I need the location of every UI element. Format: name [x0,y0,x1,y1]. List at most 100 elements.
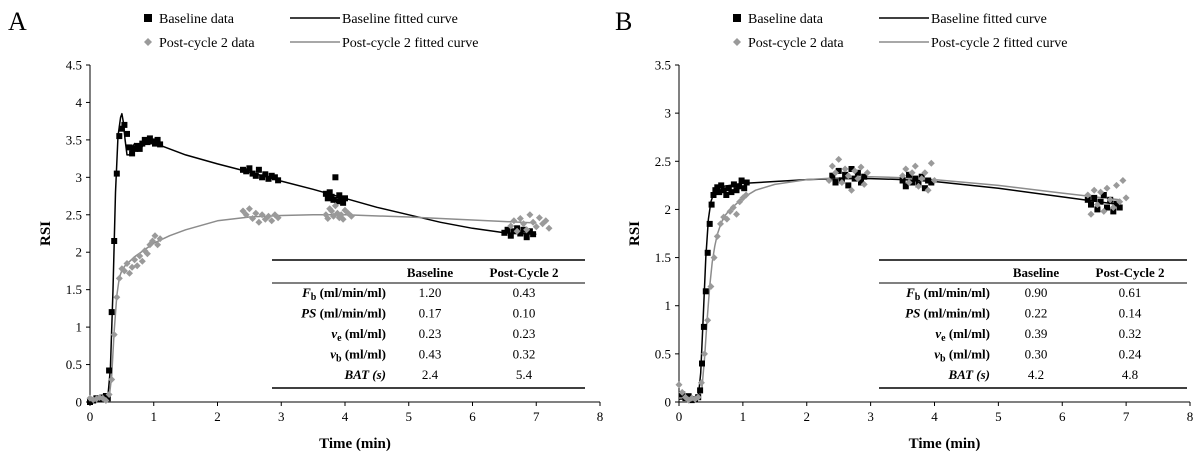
post-cycle-2-data-point [131,256,139,264]
table-param-label: vb (ml/ml) [330,347,386,365]
baseline-data-point [118,125,125,132]
x-tick-label: 0 [87,409,94,424]
baseline-data-point [268,172,275,179]
post-cycle-2-data-point [265,212,272,220]
baseline-data-point [342,195,348,202]
post-cycle-2-data-point [723,215,731,223]
post-cycle-2-data-point [507,222,515,230]
post-cycle-2-data-point [694,393,702,401]
x-axis-title: Time (min) [319,436,391,452]
post-cycle-2-data-point [520,220,527,228]
y-tick-label: 4.5 [66,58,82,73]
post-cycle-2-data-point [924,186,932,194]
baseline-data-point [106,367,113,374]
table-value-post-cycle-2: 0.43 [513,285,536,300]
legend-post-data: Post-cycle 2 data [159,36,255,51]
y-axis-title: RSI [627,221,643,246]
post-cycle-2-data-points [675,155,1130,404]
x-tick-label: 4 [342,409,349,424]
table-value-post-cycle-2: 0.61 [1119,285,1142,300]
y-tick-label: 0 [76,395,83,410]
y-tick-label: 0.5 [66,357,82,372]
post-cycle-2-data-point [1087,210,1095,218]
post-cycle-2-data-point [1103,184,1111,192]
legend-post-marker [733,38,741,46]
post-cycle-2-data-point [921,169,929,177]
post-cycle-2-data-point [249,215,257,222]
table-header-baseline: Baseline [407,265,453,280]
chart-panel-B: B Baseline data Post-cycle 2 data Baseline … [615,7,1193,452]
baseline-data-point [262,171,269,178]
y-tick-label: 3 [76,170,83,185]
baseline-data-point [126,144,133,151]
table-param-label: ve (ml/ml) [935,326,990,344]
legend-post-fit: Post-cycle 2 fitted curve [342,36,478,51]
post-cycle-2-data-point [149,237,156,245]
baseline-data-point [925,177,932,184]
post-cycle-2-data-point [120,267,128,275]
y-tick-label: 3.5 [66,132,82,147]
baseline-data-point [246,165,253,172]
post-cycle-2-data-point [542,217,550,225]
baseline-data-point [271,174,278,181]
baseline-data-point [708,201,715,208]
x-tick-label: 3 [867,409,874,424]
baseline-data-point [111,238,118,244]
baseline-data-point [704,249,711,256]
table-value-baseline: 0.22 [1025,306,1048,321]
baseline-data-point [136,145,143,152]
post-cycle-2-data-point [526,211,534,219]
baseline-data-point [848,166,855,172]
x-tick-label: 1 [151,409,158,424]
post-cycle-2-data-point [258,211,266,219]
baseline-data-point [1116,204,1123,211]
post-cycle-2-data-point [844,172,852,180]
baseline-data-point [87,399,93,405]
post-cycle-2-data-point [516,215,524,222]
legend-baseline-data: Baseline data [159,12,235,27]
baseline-data-point [854,169,861,176]
table-value-post-cycle-2: 0.24 [1119,347,1142,362]
table-param-label: BAT (s) [947,367,990,382]
baseline-data-point [121,121,128,128]
post-cycle-2-data-point [151,232,159,240]
post-cycle-2-data-point [713,232,721,240]
x-tick-label: 0 [676,409,683,424]
post-cycle-2-data-point [902,165,910,173]
baseline-data-point [728,189,735,196]
parameter-table: Baseline Post-Cycle 2 Fb (ml/min/ml) 0.90 0.… [879,259,1187,389]
post-cycle-2-data-point [838,179,846,186]
table-value-baseline: 0.39 [1025,326,1048,341]
table-param-label: PS (ml/min/ml) [301,306,386,321]
baseline-data-point [730,181,737,188]
post-cycle-2-data-point [138,257,146,265]
post-cycle-2-data-point [328,207,336,215]
y-tick-label: 3 [665,106,672,121]
post-cycle-2-data-point [918,175,926,183]
post-cycle-2-data-point [742,191,750,199]
table-value-post-cycle-2: 0.23 [513,326,536,341]
post-cycle-2-data-point [535,214,543,222]
post-cycle-2-data-point [1100,207,1108,215]
post-cycle-2-data-point [245,205,253,213]
post-cycle-2-data-point [911,162,919,170]
post-cycle-2-data-point [1097,188,1105,196]
baseline-data-point [322,190,329,197]
table-value-post-cycle-2: 4.8 [1122,367,1138,382]
x-tick-label: 2 [214,409,221,424]
post-cycle-2-data-point [905,179,913,186]
table-param-label: vb (ml/ml) [934,347,990,365]
y-tick-label: 1.5 [66,282,82,297]
table-param-label: PS (ml/min/ml) [905,306,990,321]
post-cycle-2-data-point [899,172,907,180]
y-tick-label: 4 [76,95,83,110]
post-cycle-2-data-point [123,260,131,267]
post-cycle-2-data-point [523,226,531,234]
post-cycle-2-data-point [1119,177,1127,184]
baseline-data-point [697,387,704,394]
post-cycle-2-data-point [324,215,332,222]
post-cycle-2-data-point [736,198,744,206]
post-cycle-2-data-point [863,169,871,177]
baseline-data-point [832,179,839,186]
table-value-baseline: 0.23 [419,326,442,341]
